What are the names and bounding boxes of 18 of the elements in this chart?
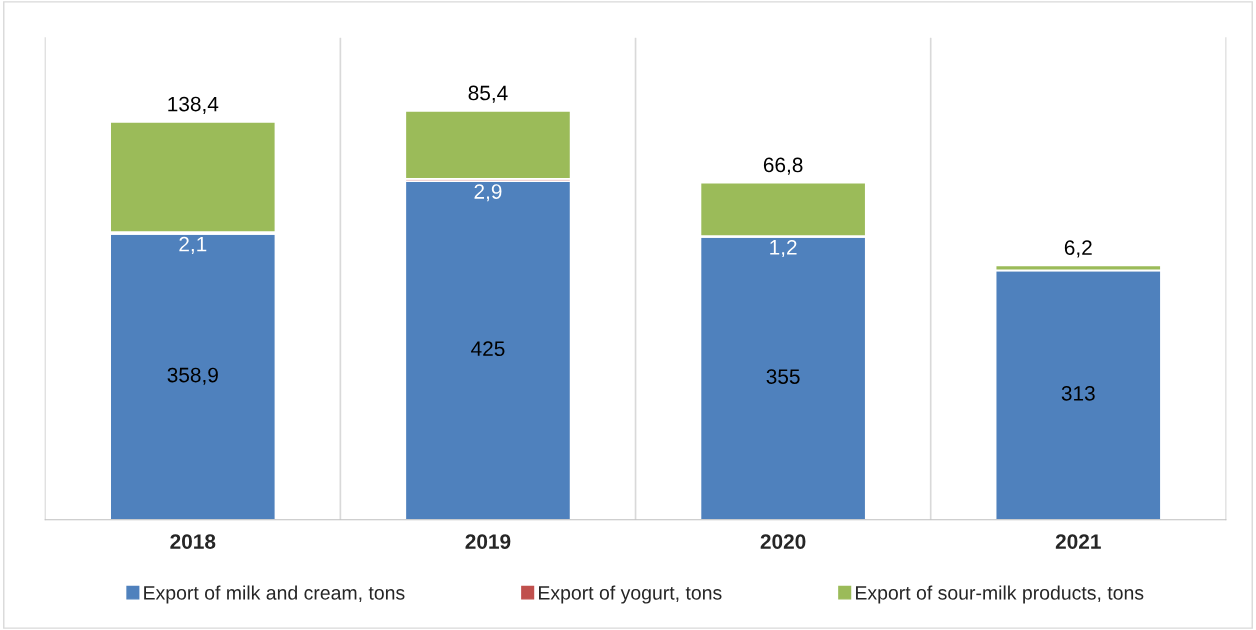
data-label: 358,9 — [167, 367, 218, 385]
data-label: 2,9 — [474, 184, 502, 202]
data-label: 66,8 — [763, 157, 803, 175]
data-label: 1,2 — [770, 239, 797, 258]
x-tick-label: 2020 — [760, 534, 806, 549]
data-label: 355 — [766, 369, 800, 384]
data-label: 138,4 — [168, 96, 219, 114]
legend-label: Export of sour-milk products, tons — [856, 585, 1144, 604]
data-label: 85,4 — [468, 85, 508, 103]
data-label: 425 — [471, 341, 505, 357]
data-label: 6,2 — [1064, 240, 1092, 258]
data-label: 313 — [1061, 385, 1095, 401]
x-tick-label: 2021 — [1055, 534, 1101, 549]
x-tick-label: 2018 — [170, 534, 216, 549]
data-label: 2,1 — [179, 236, 207, 254]
legend-label: Export of yogurt, tons — [539, 585, 722, 604]
x-tick-label: 2019 — [465, 534, 511, 549]
legend-label: Export of milk and cream, tons — [144, 585, 405, 604]
